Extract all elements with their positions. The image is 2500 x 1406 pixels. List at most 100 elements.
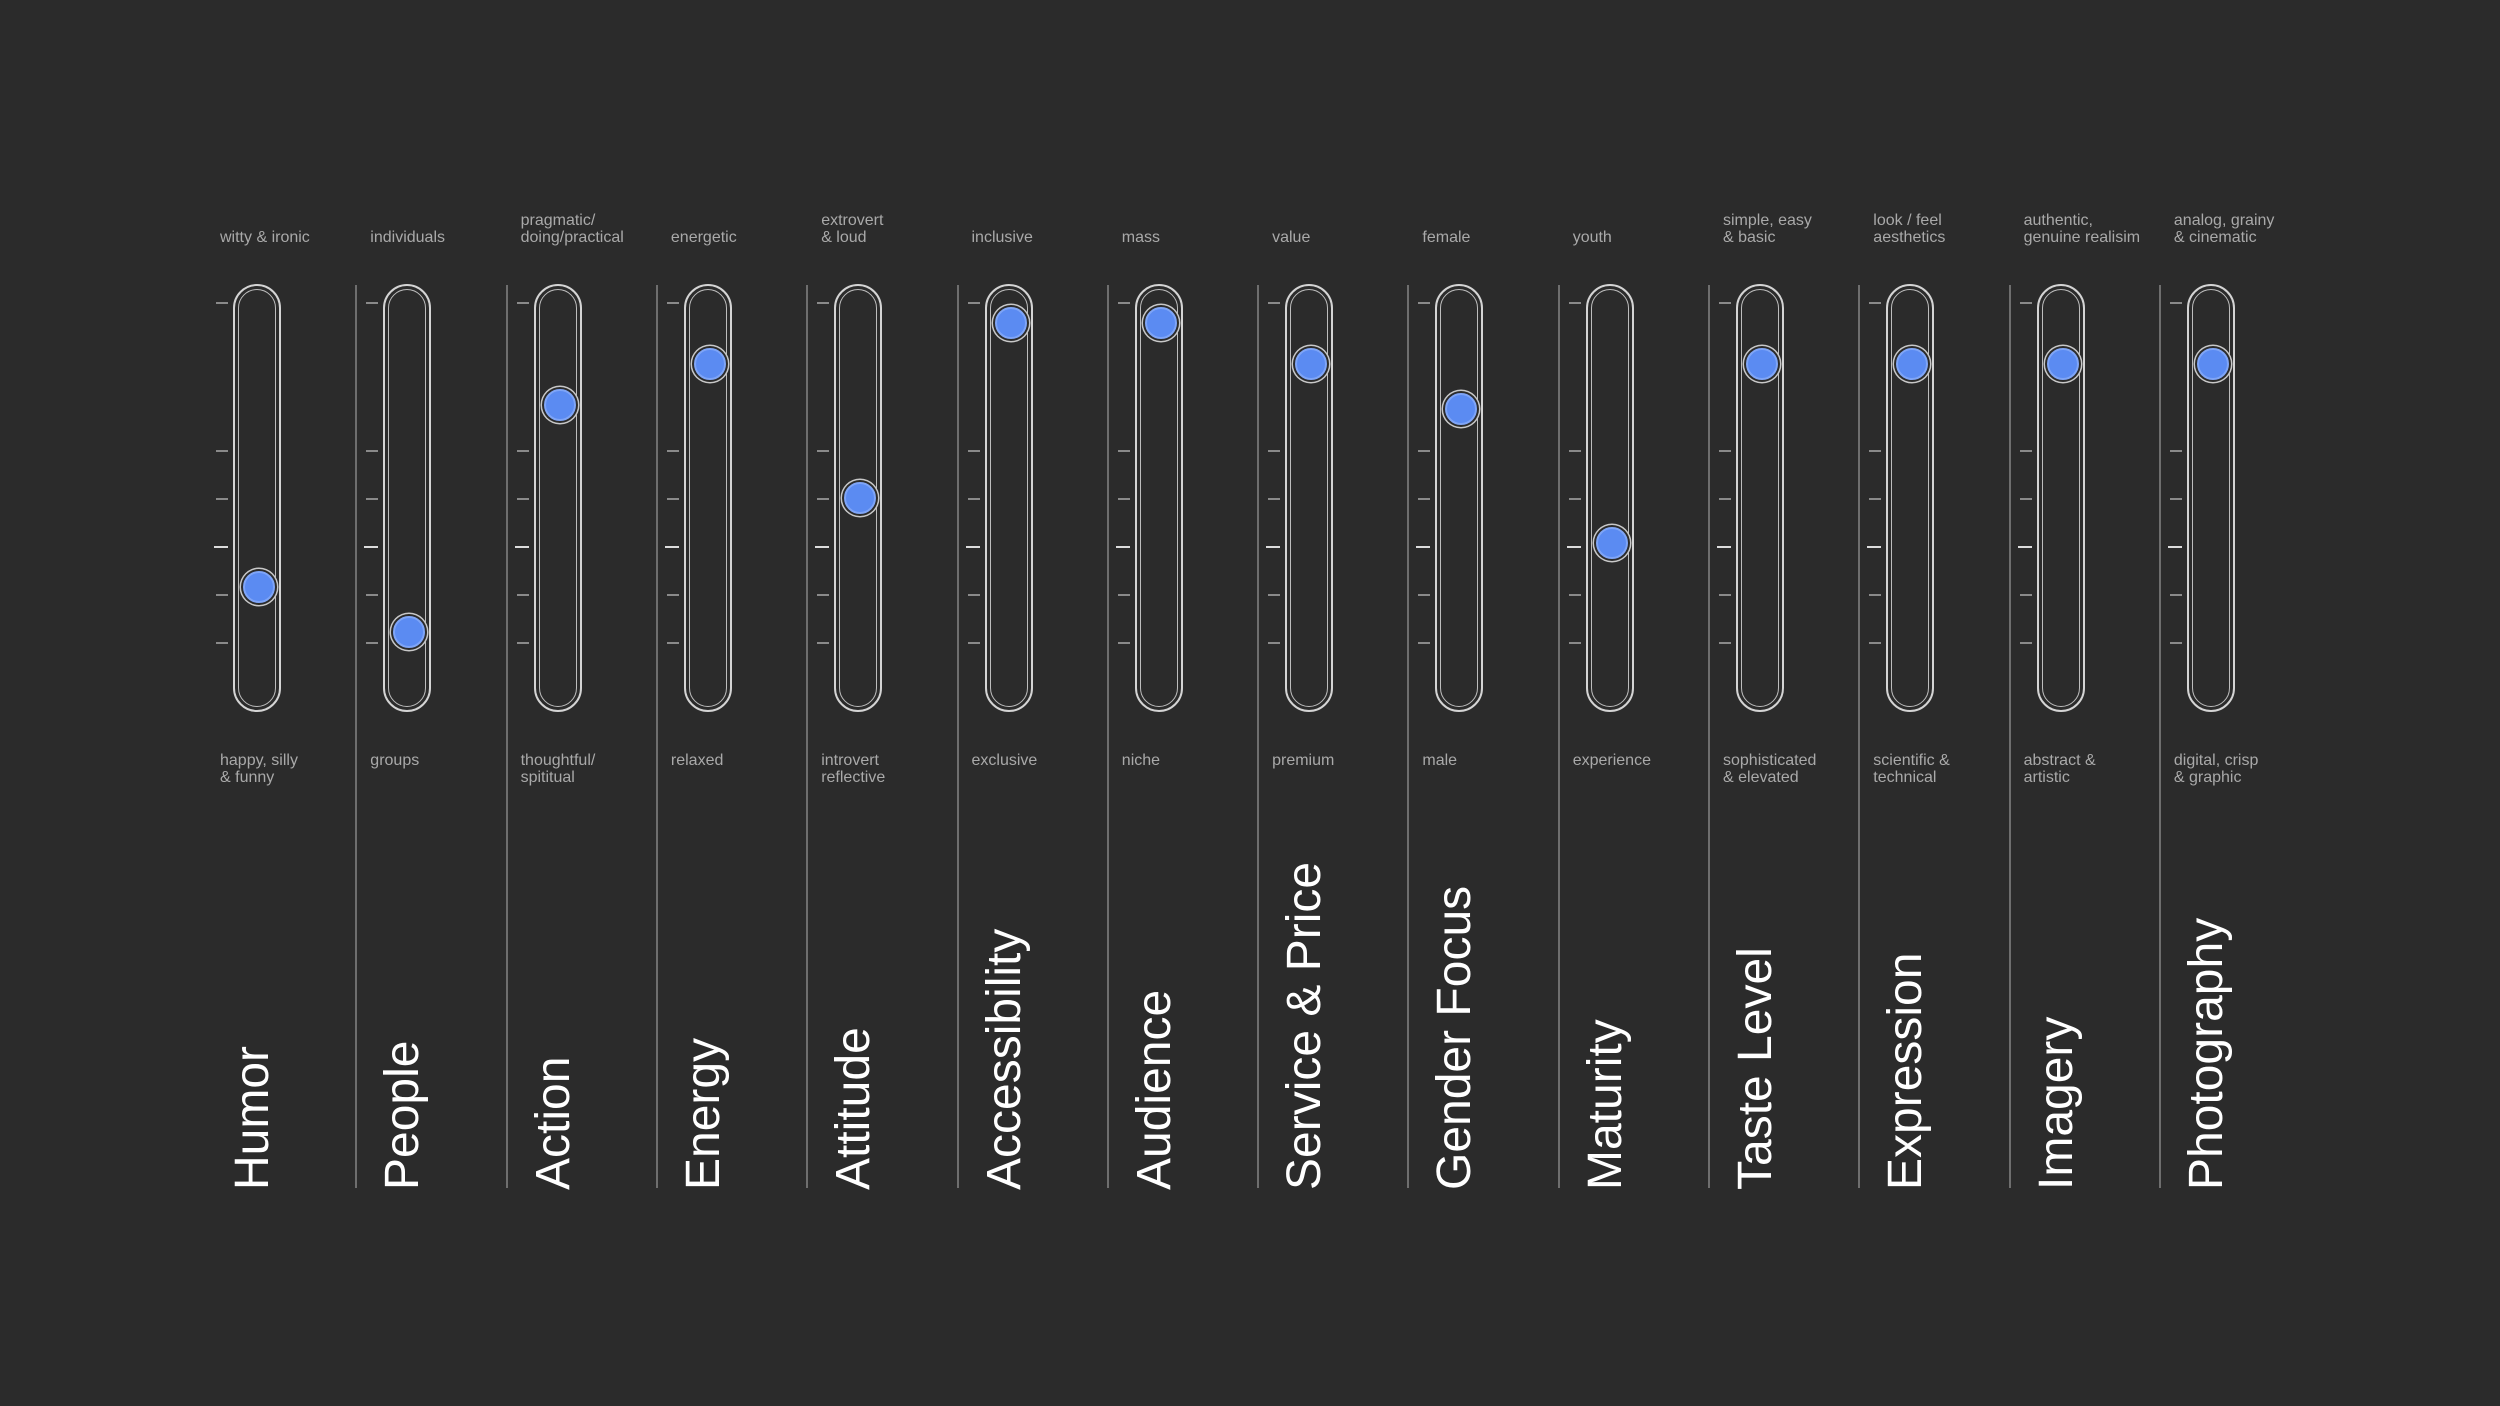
slider-handle[interactable] [693,348,726,381]
scale-ticks [1713,302,1735,644]
slider-track[interactable] [683,284,732,712]
slider-track-inner [839,289,878,707]
scale-tick [366,594,379,596]
slider-handle[interactable] [1896,348,1929,381]
scale-tick [1869,498,1882,500]
slider-track[interactable] [233,284,281,712]
slider-track[interactable] [383,284,432,712]
scale-tick [216,642,228,644]
slider-name: Attitude [827,1027,881,1190]
slider-name-wrap: Energy [675,860,735,1190]
slider-track[interactable] [533,284,582,712]
slider-name: Service & Price [1278,861,1332,1190]
slider-handle[interactable] [1445,392,1478,425]
bottom-pole-label: sophisticated & elevated [1723,752,1817,786]
scale-tick [1268,642,1281,644]
scale-tick [1268,302,1281,304]
column-divider [956,285,959,1188]
scale-tick [1719,302,1731,304]
scale-tick [216,594,228,596]
slider-track[interactable] [834,284,883,712]
scale-tick [967,450,980,452]
bottom-pole-label: niche [1121,752,1161,769]
slider-track-inner [1741,289,1779,707]
scale-tick [2019,642,2032,644]
slider-track[interactable] [2036,284,2085,712]
bottom-pole-label: thoughtful/ spititual [520,752,596,786]
slider-name-wrap: Service & Price [1276,860,1336,1190]
slider-name: Audience [1127,989,1181,1190]
bottom-pole-label: groups [370,752,420,769]
slider-name: Imagery [2029,1016,2083,1190]
slider-handle[interactable] [994,307,1027,340]
slider-handle[interactable] [1595,526,1628,559]
slider-handle[interactable] [243,571,275,604]
scale-tick [1719,594,1731,596]
scale-tick [2169,498,2182,500]
slider-column-service-price: value premium Service & Price [1262,0,1412,1406]
slider-track-inner [688,289,727,707]
scale-tick [364,546,379,548]
slider-track[interactable] [1585,284,1634,712]
top-pole-label: analog, grainy & cinematic [2173,212,2275,246]
slider-track-inner [1590,289,1629,707]
slider-handle[interactable] [844,482,877,514]
scale-tick [666,594,679,596]
slider-track-inner [1440,289,1479,707]
scale-tick [1717,546,1731,548]
scale-tick [817,450,830,452]
bottom-pole-label: experience [1572,752,1651,769]
scale-ticks [1412,302,1434,644]
column-divider [1557,285,1560,1188]
bottom-pole-label: digital, crisp & graphic [2173,752,2259,786]
scale-tick [1117,450,1130,452]
column-divider [1708,285,1710,1188]
scale-tick [1418,642,1431,644]
slider-track[interactable] [1134,284,1183,712]
slider-track-inner [1891,289,1930,707]
scale-tick [664,546,679,548]
scale-tick [817,594,830,596]
scale-ticks [511,302,533,644]
scale-tick [1568,642,1581,644]
slider-handle[interactable] [543,389,576,421]
slider-name: Expression [1879,952,1933,1190]
scale-tick [1266,546,1281,548]
slider-handle[interactable] [2046,348,2079,381]
slider-column-gender-focus: female male Gender Focus [1412,0,1562,1406]
slider-track[interactable] [1435,284,1484,712]
slider-track[interactable] [1886,284,1935,712]
slider-column-photography: analog, grainy & cinematic digital, crisp… [2164,0,2314,1406]
slider-name: Accessibility [977,928,1031,1190]
scale-tick [1568,594,1581,596]
slider-column-action: pragmatic/ doing/practical thoughtful/ sp… [511,0,661,1406]
scale-ticks [360,302,382,644]
slider-handle[interactable] [393,615,426,648]
scale-tick [1117,594,1130,596]
scale-tick [1719,642,1731,644]
slider-track-inner [388,289,427,707]
scale-tick [967,642,980,644]
slider-handle[interactable] [2196,348,2229,381]
slider-track[interactable] [2186,284,2235,712]
scale-tick [1869,642,1882,644]
scale-tick [1719,450,1731,452]
scale-tick [2167,546,2182,548]
top-pole-label: individuals [370,229,446,246]
slider-handle[interactable] [1746,348,1778,381]
slider-track[interactable] [984,284,1033,712]
slider-handle[interactable] [1295,348,1328,381]
slider-handle[interactable] [1144,307,1177,340]
top-pole-label: authentic, genuine realisim [2023,212,2141,246]
top-pole-label: female [1422,229,1471,246]
slider-name-wrap: People [374,860,434,1190]
slider-name: Taste Level [1729,947,1782,1190]
slider-track[interactable] [1736,284,1784,712]
scale-tick [1568,302,1581,304]
scale-ticks [661,302,683,644]
bottom-pole-label: exclusive [971,752,1038,769]
slider-track[interactable] [1285,284,1334,712]
scale-tick [1418,498,1431,500]
slider-track-inner [989,289,1028,707]
